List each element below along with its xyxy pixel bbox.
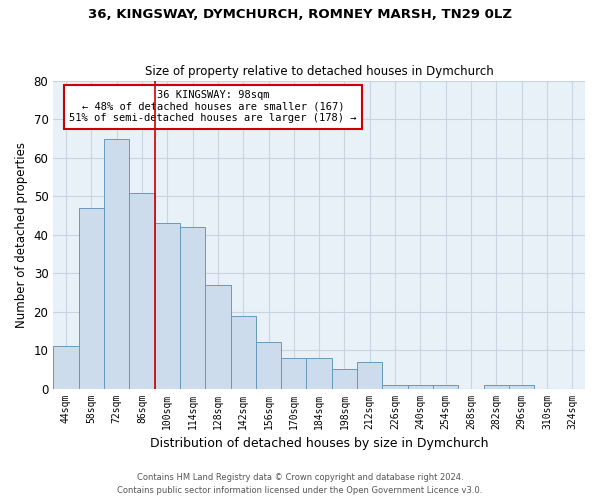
Bar (129, 192, 155, 388)
Bar (53, 346, 79, 389)
Text: Contains HM Land Registry data © Crown copyright and database right 2024.
Contai: Contains HM Land Registry data © Crown c… (118, 474, 482, 495)
Bar (484, 384, 509, 388)
Bar (408, 384, 433, 388)
Bar (230, 316, 256, 388)
Text: 36, KINGSWAY, DYMCHURCH, ROMNEY MARSH, TN29 0LZ: 36, KINGSWAY, DYMCHURCH, ROMNEY MARSH, T… (88, 8, 512, 20)
Bar (509, 384, 535, 388)
Bar (433, 384, 458, 388)
Title: Size of property relative to detached houses in Dymchurch: Size of property relative to detached ho… (145, 66, 494, 78)
X-axis label: Distribution of detached houses by size in Dymchurch: Distribution of detached houses by size … (150, 437, 488, 450)
Bar (382, 384, 408, 388)
Bar (307, 358, 332, 388)
Y-axis label: Number of detached properties: Number of detached properties (15, 142, 28, 328)
Bar (281, 358, 307, 388)
Bar (104, 138, 129, 388)
Bar (205, 285, 230, 389)
Text: 36 KINGSWAY: 98sqm
← 48% of detached houses are smaller (167)
51% of semi-detach: 36 KINGSWAY: 98sqm ← 48% of detached hou… (69, 90, 356, 124)
Bar (256, 342, 281, 388)
Bar (155, 224, 180, 388)
Bar (357, 362, 382, 388)
Bar (180, 227, 205, 388)
Bar (332, 370, 357, 388)
Bar (79, 208, 104, 388)
